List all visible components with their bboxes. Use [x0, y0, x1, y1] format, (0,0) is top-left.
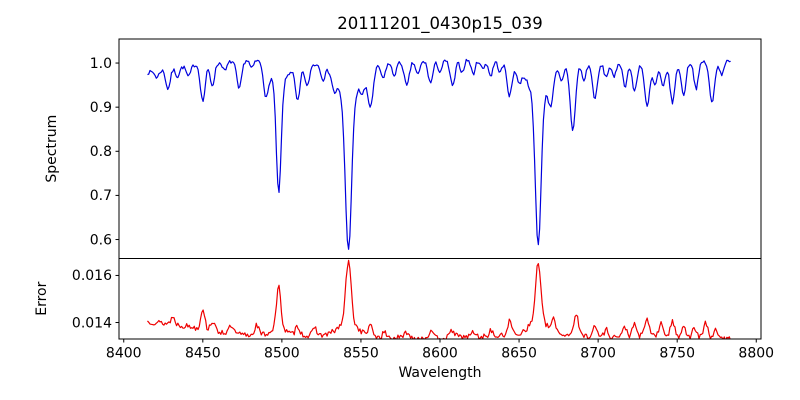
- spectrum-y-axis-label: Spectrum: [44, 115, 60, 183]
- spectrum-line: [147, 58, 731, 250]
- spectrum-plot: 0.6 0.7 0.8 0.9 1.0: [90, 38, 762, 259]
- x-tick-label: 8800: [738, 346, 774, 362]
- x-tick-label: 8700: [580, 346, 616, 362]
- y-tick-label: 0.7: [90, 188, 112, 204]
- y-tick-label: 0.016: [72, 268, 112, 284]
- x-tick-label: 8500: [264, 346, 300, 362]
- error-y-axis-label: Error: [34, 281, 50, 315]
- x-axis-label: Wavelength: [398, 365, 481, 381]
- y-tick-label: 0.8: [90, 144, 112, 160]
- y-tick-label: 0.9: [90, 100, 112, 116]
- y-tick-label: 0.014: [72, 315, 112, 331]
- x-tick-label: 8750: [659, 346, 695, 362]
- error-line: [147, 259, 731, 339]
- plot-frame: [118, 258, 762, 340]
- y-tick-label: 0.6: [90, 232, 112, 248]
- figure-title: 20111201_0430p15_039: [337, 14, 542, 34]
- x-tick-label: 8600: [422, 346, 458, 362]
- y-tick-label: 1.0: [90, 56, 112, 72]
- x-tick-label: 8550: [343, 346, 379, 362]
- x-tick-label: 8450: [185, 346, 221, 362]
- x-tick-label: 8400: [106, 346, 142, 362]
- error-plot: 0.014 0.016 8400 8450 8500 8550 8600 8650 8700 87…: [72, 258, 774, 362]
- x-tick-label: 8650: [501, 346, 537, 362]
